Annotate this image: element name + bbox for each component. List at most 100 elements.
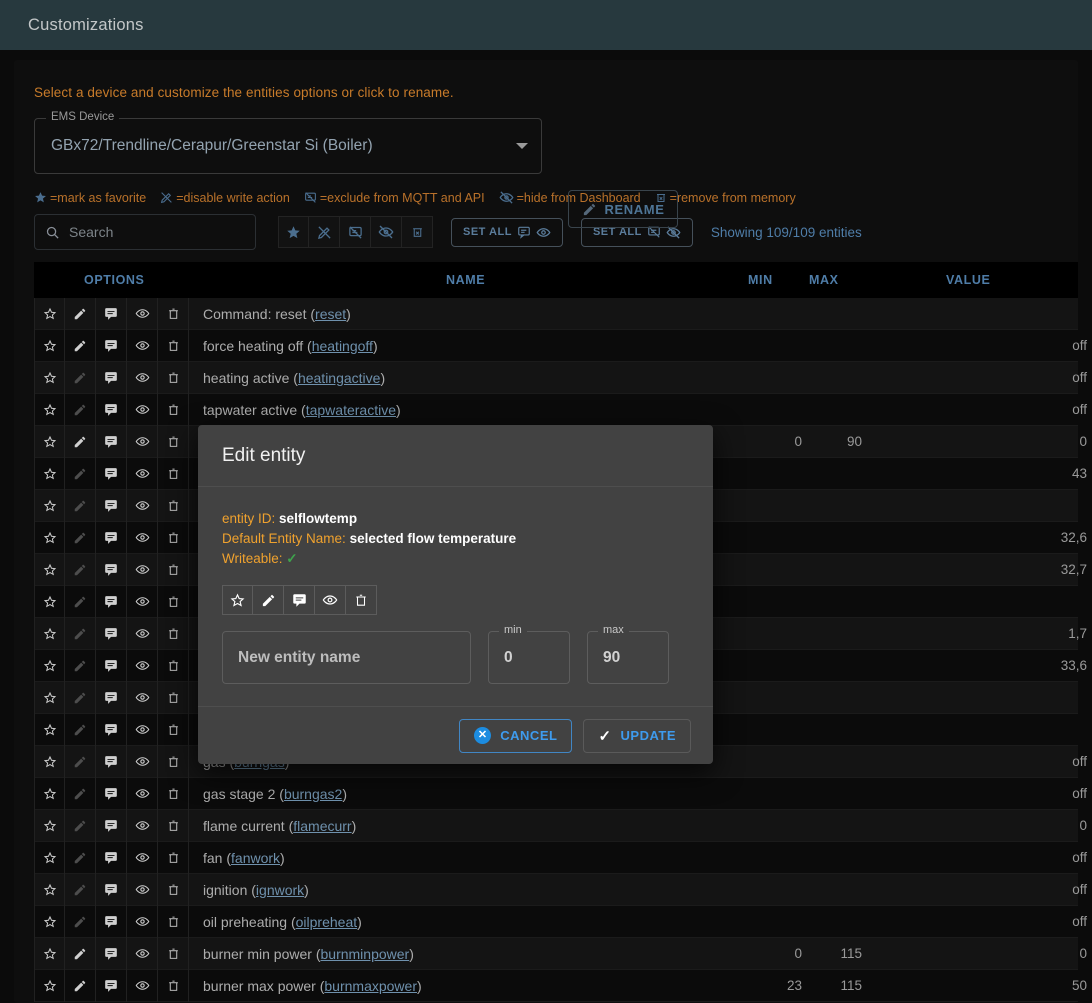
- row-entity-link[interactable]: heatingoff: [311, 337, 373, 354]
- row-star-icon[interactable]: [34, 873, 65, 906]
- row-entity-link[interactable]: burnminpower: [320, 945, 410, 962]
- row-name[interactable]: force heating off (heatingoff): [203, 337, 378, 354]
- row-comment-icon[interactable]: [96, 937, 127, 970]
- row-star-icon[interactable]: [34, 713, 65, 746]
- row-trash-icon[interactable]: [158, 585, 189, 618]
- row-trash-icon[interactable]: [158, 393, 189, 426]
- row-pencil-icon[interactable]: [65, 969, 96, 1002]
- row-comment-icon[interactable]: [96, 553, 127, 586]
- rename-button[interactable]: RENAME: [568, 190, 678, 228]
- trash-icon[interactable]: [346, 585, 377, 615]
- row-name[interactable]: burner max power (burnmaxpower): [203, 977, 422, 994]
- row-name[interactable]: Command: reset (reset): [203, 305, 351, 322]
- row-star-icon[interactable]: [34, 905, 65, 938]
- row-star-icon[interactable]: [34, 457, 65, 490]
- row-pencil-icon[interactable]: [65, 425, 96, 458]
- row-eye-icon[interactable]: [127, 361, 158, 394]
- table-row[interactable]: tapwater active (tapwateractive) off: [34, 393, 1087, 426]
- row-name[interactable]: tapwater active (tapwateractive): [203, 401, 401, 418]
- row-star-icon[interactable]: [34, 329, 65, 362]
- row-pencil-icon[interactable]: [65, 329, 96, 362]
- table-row[interactable]: force heating off (heatingoff) off: [34, 329, 1087, 362]
- row-pencil-icon[interactable]: [65, 297, 96, 330]
- row-trash-icon[interactable]: [158, 745, 189, 778]
- row-eye-icon[interactable]: [127, 457, 158, 490]
- new-entity-name-placeholder[interactable]: New entity name: [222, 631, 471, 684]
- row-entity-link[interactable]: tapwateractive: [305, 401, 396, 418]
- min-value[interactable]: 0: [488, 631, 570, 684]
- row-eye-icon[interactable]: [127, 841, 158, 874]
- row-trash-icon[interactable]: [158, 489, 189, 522]
- row-eye-icon[interactable]: [127, 425, 158, 458]
- row-comment-icon[interactable]: [96, 457, 127, 490]
- row-entity-link[interactable]: heatingactive: [297, 369, 381, 386]
- row-star-icon[interactable]: [34, 361, 65, 394]
- row-eye-icon[interactable]: [127, 681, 158, 714]
- row-entity-link[interactable]: burnmaxpower: [324, 977, 417, 994]
- row-comment-icon[interactable]: [96, 521, 127, 554]
- toolbar-eye-off-icon[interactable]: [371, 216, 402, 248]
- row-comment-icon[interactable]: [96, 425, 127, 458]
- row-trash-icon[interactable]: [158, 553, 189, 586]
- row-star-icon[interactable]: [34, 585, 65, 618]
- toolbar-star-filled-icon[interactable]: [278, 216, 309, 248]
- row-star-icon[interactable]: [34, 777, 65, 810]
- row-comment-icon[interactable]: [96, 745, 127, 778]
- row-name[interactable]: oil preheating (oilpreheat): [203, 913, 362, 930]
- table-row[interactable]: burner min power (burnminpower) 0 115 0: [34, 937, 1087, 970]
- row-comment-icon[interactable]: [96, 297, 127, 330]
- row-comment-icon[interactable]: [96, 713, 127, 746]
- row-trash-icon[interactable]: [158, 681, 189, 714]
- row-eye-icon[interactable]: [127, 905, 158, 938]
- row-eye-icon[interactable]: [127, 329, 158, 362]
- row-trash-icon[interactable]: [158, 937, 189, 970]
- row-comment-icon[interactable]: [96, 617, 127, 650]
- comment-icon[interactable]: [284, 585, 315, 615]
- row-star-icon[interactable]: [34, 521, 65, 554]
- row-eye-icon[interactable]: [127, 777, 158, 810]
- row-eye-icon[interactable]: [127, 489, 158, 522]
- row-trash-icon[interactable]: [158, 297, 189, 330]
- table-row[interactable]: oil preheating (oilpreheat) off: [34, 905, 1087, 938]
- table-row[interactable]: heating active (heatingactive) off: [34, 361, 1087, 394]
- row-star-icon[interactable]: [34, 681, 65, 714]
- table-row[interactable]: burner max power (burnmaxpower) 23 115 50: [34, 969, 1087, 1002]
- row-eye-icon[interactable]: [127, 297, 158, 330]
- row-trash-icon[interactable]: [158, 457, 189, 490]
- row-star-icon[interactable]: [34, 937, 65, 970]
- row-name[interactable]: heating active (heatingactive): [203, 369, 386, 386]
- row-comment-icon[interactable]: [96, 873, 127, 906]
- row-trash-icon[interactable]: [158, 873, 189, 906]
- row-comment-icon[interactable]: [96, 809, 127, 842]
- table-row[interactable]: ignition (ignwork) off: [34, 873, 1087, 906]
- pencil-icon[interactable]: [253, 585, 284, 615]
- row-trash-icon[interactable]: [158, 905, 189, 938]
- row-trash-icon[interactable]: [158, 617, 189, 650]
- row-star-icon[interactable]: [34, 489, 65, 522]
- row-trash-icon[interactable]: [158, 521, 189, 554]
- search-input[interactable]: Search: [34, 214, 256, 250]
- row-pencil-icon[interactable]: [65, 937, 96, 970]
- ems-device-value[interactable]: GBx72/Trendline/Cerapur/Greenstar Si (Bo…: [34, 118, 542, 174]
- row-star-icon[interactable]: [34, 841, 65, 874]
- row-trash-icon[interactable]: [158, 841, 189, 874]
- row-trash-icon[interactable]: [158, 809, 189, 842]
- row-comment-icon[interactable]: [96, 489, 127, 522]
- set-all-hide-button[interactable]: SET ALL: [580, 217, 693, 247]
- row-eye-icon[interactable]: [127, 553, 158, 586]
- row-eye-icon[interactable]: [127, 521, 158, 554]
- row-entity-link[interactable]: flamecurr: [293, 817, 352, 834]
- row-star-icon[interactable]: [34, 393, 65, 426]
- row-star-icon[interactable]: [34, 649, 65, 682]
- row-comment-icon[interactable]: [96, 681, 127, 714]
- row-entity-link[interactable]: burngas2: [283, 785, 343, 802]
- row-comment-icon[interactable]: [96, 841, 127, 874]
- row-eye-icon[interactable]: [127, 393, 158, 426]
- cancel-button[interactable]: ✕ CANCEL: [459, 718, 573, 753]
- toolbar-comment-off-icon[interactable]: [340, 216, 371, 248]
- eye-icon[interactable]: [315, 585, 346, 615]
- max-value[interactable]: 90: [587, 631, 669, 684]
- row-entity-link[interactable]: oilpreheat: [295, 913, 358, 930]
- row-comment-icon[interactable]: [96, 777, 127, 810]
- row-comment-icon[interactable]: [96, 361, 127, 394]
